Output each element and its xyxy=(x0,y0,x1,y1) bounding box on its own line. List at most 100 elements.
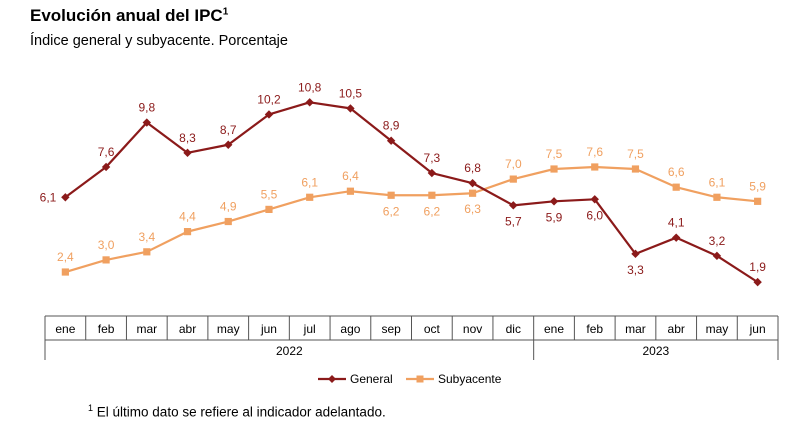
data-label-subyacente: 7,5 xyxy=(627,147,644,161)
data-label-subyacente: 2,4 xyxy=(57,250,74,264)
x-tick-label: ene xyxy=(55,322,75,336)
data-label-general: 3,3 xyxy=(627,263,644,277)
data-point xyxy=(101,162,111,172)
data-point xyxy=(631,165,640,173)
data-point xyxy=(631,249,640,259)
data-label-subyacente: 5,9 xyxy=(749,179,766,193)
data-label-general: 10,8 xyxy=(298,80,322,94)
data-point xyxy=(183,148,192,158)
data-point xyxy=(427,168,437,178)
data-label-general: 7,6 xyxy=(98,145,115,159)
data-point xyxy=(591,163,599,171)
x-tick-label: ago xyxy=(340,322,360,336)
data-label-subyacente: 6,6 xyxy=(668,165,685,179)
data-point xyxy=(142,118,152,127)
chart-title: Evolución anual del IPC1 xyxy=(30,6,228,26)
data-label-subyacente: 3,0 xyxy=(98,238,115,252)
data-point xyxy=(346,104,355,113)
data-point xyxy=(265,205,273,213)
x-tick-label: mar xyxy=(625,322,646,336)
data-label-general: 8,3 xyxy=(179,131,196,145)
data-label-subyacente: 4,9 xyxy=(220,200,237,214)
legend-general-marker xyxy=(328,375,336,383)
data-point xyxy=(224,140,233,149)
data-label-general: 10,2 xyxy=(257,92,281,106)
data-point xyxy=(713,193,721,201)
x-tick-label: nov xyxy=(463,322,482,336)
x-tick-label: sep xyxy=(381,322,401,336)
series-line-general xyxy=(64,101,759,284)
legend-general-label: General xyxy=(350,372,393,386)
data-point xyxy=(346,187,355,195)
x-tick-label: may xyxy=(706,322,729,336)
data-point xyxy=(264,110,274,119)
year-label: 2022 xyxy=(276,344,303,358)
x-tick-label: mar xyxy=(136,322,157,336)
data-label-general: 6,8 xyxy=(464,161,481,175)
x-tick-label: abr xyxy=(668,322,685,336)
data-label-general: 5,7 xyxy=(505,214,522,228)
data-label-general: 8,7 xyxy=(220,123,237,137)
x-tick-label: ene xyxy=(544,322,564,336)
data-label-subyacente: 7,6 xyxy=(586,145,603,159)
data-label-subyacente: 6,2 xyxy=(424,204,441,218)
data-point xyxy=(754,197,762,205)
data-label-general: 3,2 xyxy=(709,234,726,248)
data-point xyxy=(753,277,762,287)
data-label-subyacente: 6,4 xyxy=(342,169,359,183)
data-point xyxy=(712,251,722,261)
ipc-line-chart: ene feb mar abr may jun jul ago sep oct nov dic ene f… xyxy=(40,80,779,386)
data-point xyxy=(550,165,558,173)
legend-subyacente-marker xyxy=(416,375,424,383)
x-tick-label: dic xyxy=(506,322,521,336)
footnote-text: El último dato se refiere al indicador a… xyxy=(96,404,386,420)
data-label-general: 7,3 xyxy=(424,151,441,165)
legend-subyacente-label: Subyacente xyxy=(438,372,502,386)
x-tick-label: jun xyxy=(749,322,766,336)
data-label-general: 10,5 xyxy=(339,86,363,100)
x-tick-label: jul xyxy=(303,322,316,336)
data-label-general: 5,9 xyxy=(546,210,563,224)
footnote: 1 El último dato se refiere al indicador… xyxy=(88,403,386,420)
data-point xyxy=(428,191,436,199)
data-label-subyacente: 6,1 xyxy=(709,175,726,189)
x-tick-label: may xyxy=(217,322,240,336)
data-label-general: 6,0 xyxy=(586,208,603,222)
footnote-mark: 1 xyxy=(88,403,94,413)
data-point xyxy=(549,197,559,206)
data-label-subyacente: 7,5 xyxy=(546,147,563,161)
data-label-general: 8,9 xyxy=(383,119,400,133)
data-point xyxy=(143,248,151,256)
data-point xyxy=(102,256,110,264)
series-line-subyacente xyxy=(65,165,758,274)
x-tick-label: oct xyxy=(424,322,441,336)
data-label-subyacente: 5,5 xyxy=(261,187,278,201)
data-label-subyacente: 3,4 xyxy=(138,230,155,244)
data-label-subyacente: 7,0 xyxy=(505,157,522,171)
data-point xyxy=(61,268,69,276)
data-label-subyacente: 6,1 xyxy=(301,175,318,189)
data-point xyxy=(224,217,232,226)
data-point xyxy=(306,193,314,201)
x-tick-label: feb xyxy=(586,322,603,336)
chart-subtitle: Índice general y subyacente. Porcentaje xyxy=(30,33,288,49)
data-point xyxy=(305,98,314,107)
data-point xyxy=(61,193,70,202)
data-label-subyacente: 6,2 xyxy=(383,204,400,218)
data-point xyxy=(590,195,599,204)
data-label-subyacente: 4,4 xyxy=(179,210,196,224)
data-point xyxy=(672,183,680,191)
data-point xyxy=(509,175,517,183)
data-point xyxy=(671,233,681,242)
year-label: 2023 xyxy=(642,344,669,358)
data-label-general: 9,8 xyxy=(138,101,155,115)
data-point xyxy=(468,178,477,188)
data-point xyxy=(183,228,192,236)
x-tick-label: feb xyxy=(98,322,115,336)
data-label-general: 4,1 xyxy=(668,216,685,230)
data-point xyxy=(468,189,477,197)
x-tick-label: abr xyxy=(179,322,196,336)
chart-title-footnote-mark: 1 xyxy=(222,6,229,18)
data-point xyxy=(509,201,518,210)
data-point xyxy=(387,191,395,199)
